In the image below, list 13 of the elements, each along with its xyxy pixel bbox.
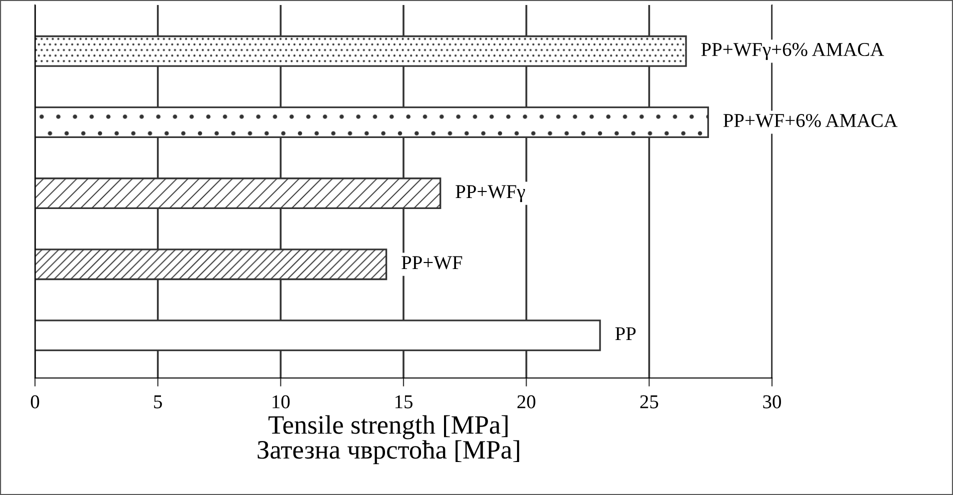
y-tick-label: PP+WFγ	[456, 185, 525, 202]
x-tick-label: 30	[763, 395, 781, 408]
x-tick-label: 20	[517, 395, 536, 408]
x-axis-title: Tensile strength [MPa] Затезна чврстоћа [MPa]	[258, 415, 520, 464]
x-tick-label: 15	[395, 395, 412, 408]
y-tick-label: PP+WFγ+6% AMACA	[701, 42, 884, 60]
x-tick-label: 0	[30, 395, 40, 408]
x-tick-label: 10	[272, 395, 290, 408]
y-tick-label: PP	[615, 327, 636, 340]
x-tick-label: 25	[640, 395, 658, 408]
y-tick-label: PP+WF+6% AMACA	[723, 114, 898, 128]
x-tick-label: 5	[154, 395, 162, 408]
y-tick-label: PP+WF	[402, 256, 462, 270]
